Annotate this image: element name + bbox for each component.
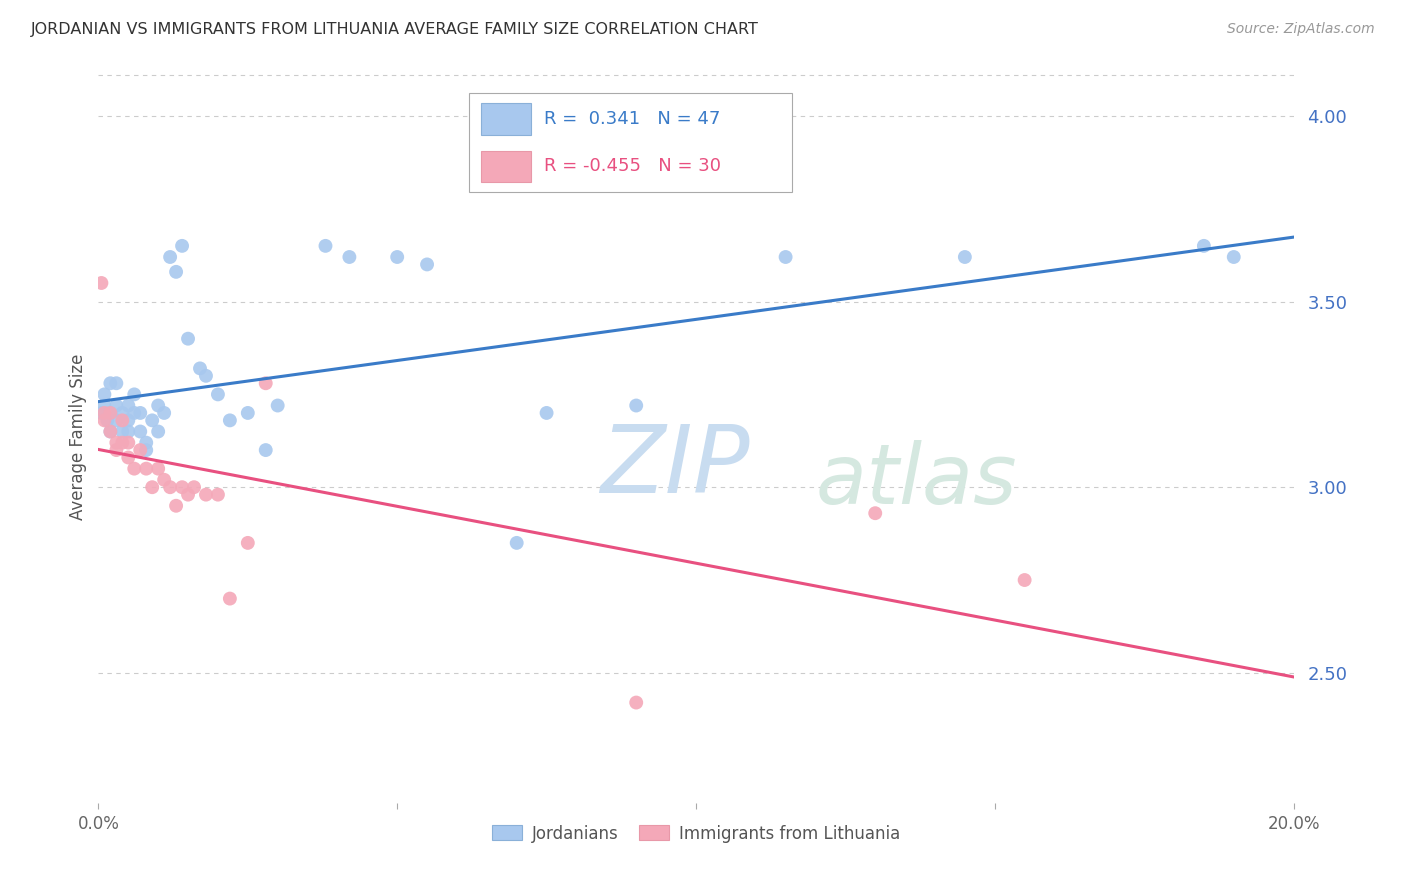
- Point: [117, 413, 139, 427]
- Point: [105, 376, 128, 391]
- Point: [536, 406, 558, 420]
- Point: [98, 406, 122, 420]
- Point: [141, 413, 163, 427]
- Text: R =  0.341   N = 47: R = 0.341 N = 47: [544, 110, 720, 128]
- Point: [385, 250, 409, 264]
- Point: [117, 425, 139, 439]
- Point: [111, 425, 134, 439]
- Point: [117, 450, 139, 465]
- Point: [141, 480, 163, 494]
- Point: [148, 399, 170, 413]
- Point: [1192, 239, 1215, 253]
- Point: [129, 443, 152, 458]
- Point: [111, 413, 134, 427]
- Text: Source: ZipAtlas.com: Source: ZipAtlas.com: [1227, 22, 1375, 37]
- Point: [219, 591, 242, 606]
- Text: ZIP: ZIP: [600, 421, 749, 512]
- Point: [135, 461, 157, 475]
- FancyBboxPatch shape: [481, 103, 531, 135]
- Point: [90, 406, 112, 420]
- Point: [188, 361, 211, 376]
- Point: [135, 435, 157, 450]
- Point: [172, 480, 194, 494]
- Point: [105, 435, 128, 450]
- Point: [219, 413, 242, 427]
- Point: [267, 399, 290, 413]
- Point: [96, 413, 118, 427]
- Point: [93, 399, 115, 413]
- Point: [93, 413, 115, 427]
- Point: [129, 406, 152, 420]
- Point: [339, 250, 361, 264]
- Point: [98, 425, 122, 439]
- Point: [124, 406, 146, 420]
- Point: [207, 387, 229, 401]
- FancyBboxPatch shape: [470, 94, 792, 192]
- Point: [159, 250, 181, 264]
- Point: [236, 536, 259, 550]
- Point: [236, 406, 259, 420]
- Point: [183, 480, 205, 494]
- Point: [159, 480, 181, 494]
- Point: [111, 435, 134, 450]
- Point: [207, 488, 229, 502]
- Point: [124, 387, 146, 401]
- Point: [90, 276, 112, 290]
- Point: [98, 425, 122, 439]
- Point: [177, 488, 200, 502]
- Point: [177, 332, 200, 346]
- Point: [117, 435, 139, 450]
- Point: [195, 488, 218, 502]
- Text: atlas: atlas: [815, 441, 1017, 522]
- Point: [148, 425, 170, 439]
- Legend: Jordanians, Immigrants from Lithuania: Jordanians, Immigrants from Lithuania: [485, 818, 907, 849]
- Point: [129, 425, 152, 439]
- Point: [148, 461, 170, 475]
- FancyBboxPatch shape: [481, 151, 531, 182]
- Point: [153, 473, 176, 487]
- Point: [195, 368, 218, 383]
- Point: [124, 461, 146, 475]
- Point: [315, 239, 337, 253]
- Point: [105, 399, 128, 413]
- Point: [506, 536, 529, 550]
- Point: [93, 387, 115, 401]
- Point: [254, 376, 277, 391]
- Point: [626, 696, 648, 710]
- Point: [626, 399, 648, 413]
- Text: R = -0.455   N = 30: R = -0.455 N = 30: [544, 157, 721, 176]
- Point: [416, 257, 439, 271]
- Point: [865, 506, 887, 520]
- Point: [135, 443, 157, 458]
- Point: [1223, 250, 1246, 264]
- Point: [111, 406, 134, 420]
- Y-axis label: Average Family Size: Average Family Size: [69, 354, 87, 520]
- Point: [775, 250, 797, 264]
- Point: [172, 239, 194, 253]
- Point: [105, 443, 128, 458]
- Point: [254, 443, 277, 458]
- Point: [117, 399, 139, 413]
- Text: JORDANIAN VS IMMIGRANTS FROM LITHUANIA AVERAGE FAMILY SIZE CORRELATION CHART: JORDANIAN VS IMMIGRANTS FROM LITHUANIA A…: [31, 22, 759, 37]
- Point: [165, 499, 187, 513]
- Point: [98, 406, 122, 420]
- Point: [165, 265, 187, 279]
- Point: [105, 413, 128, 427]
- Point: [1014, 573, 1036, 587]
- Point: [153, 406, 176, 420]
- Point: [98, 376, 122, 391]
- Point: [953, 250, 976, 264]
- Point: [93, 406, 115, 420]
